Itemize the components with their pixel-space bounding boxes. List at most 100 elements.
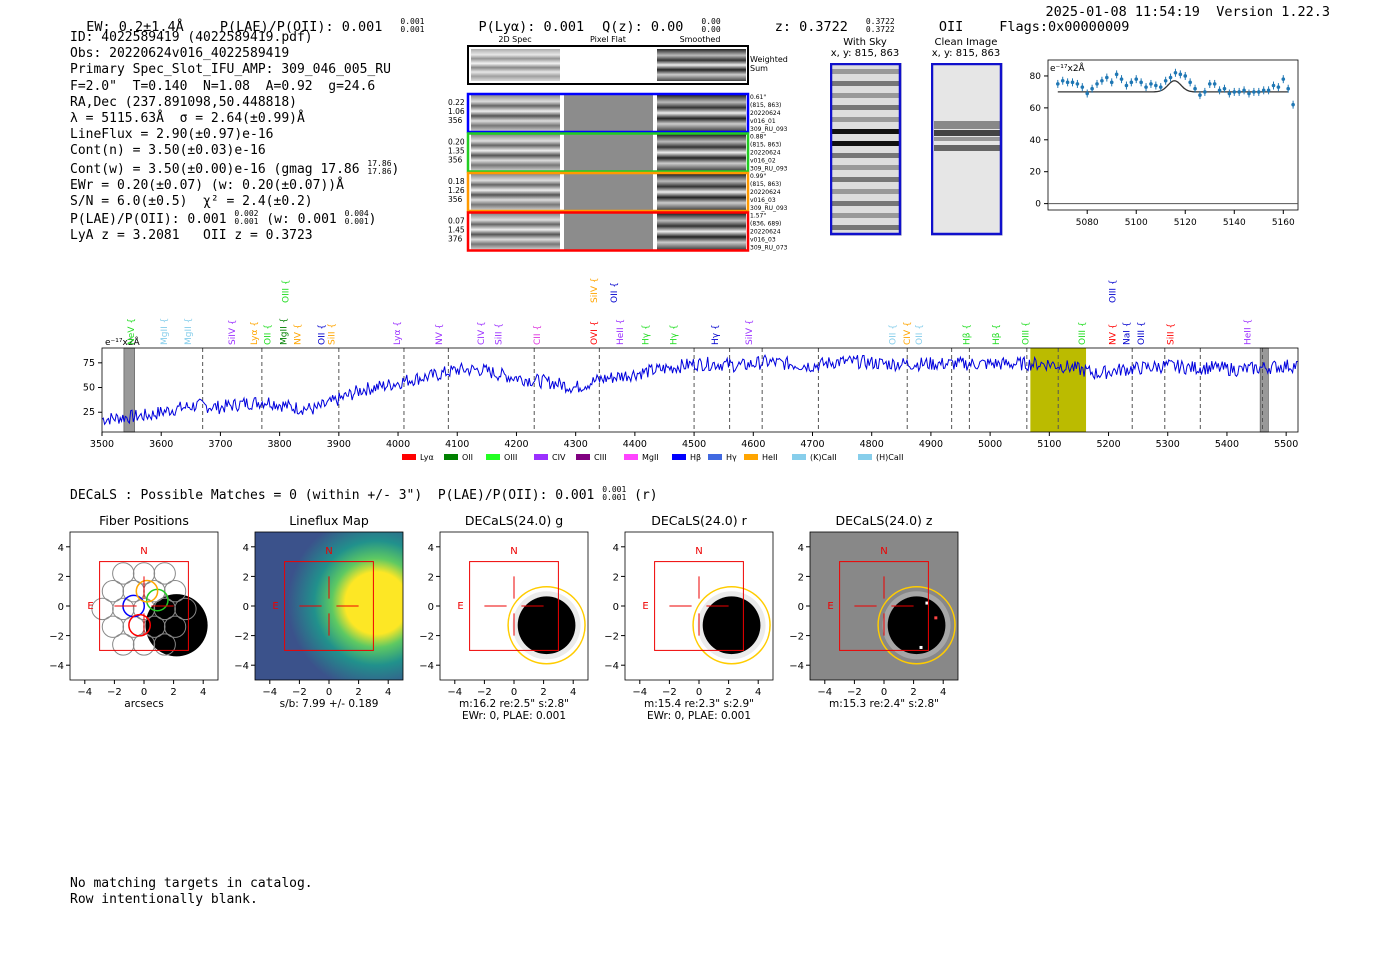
data-point xyxy=(1178,72,1183,77)
line-marker-label: Hγ { xyxy=(669,324,679,345)
full-plot-frame xyxy=(101,347,1299,433)
z-hi: 0.3722 xyxy=(865,17,895,26)
data-point xyxy=(1144,85,1148,89)
plae2-w-lo: 0.001 xyxy=(344,217,369,227)
line-marker-label: HeII { xyxy=(1244,319,1254,345)
zoom-plot-frame xyxy=(1047,59,1299,211)
decals-summary: DECaLS : Possible Matches = 0 (within +/… xyxy=(70,486,658,504)
x-tick-label: −2 xyxy=(847,687,862,698)
info-primary: Primary Spec_Slot_IFU_AMP: 309_046_005_R… xyxy=(70,62,391,78)
lineflux-image xyxy=(255,532,403,680)
data-point xyxy=(1286,86,1290,91)
line-marker-label: MgII { xyxy=(184,318,194,345)
y-tick-label: 2 xyxy=(243,572,249,583)
x-tick-label: −4 xyxy=(817,687,832,698)
fiber-circle xyxy=(112,562,135,585)
data-point xyxy=(1207,82,1212,86)
fiber-circle xyxy=(91,597,114,621)
y-tick-label: 40 xyxy=(1030,136,1042,146)
fiber-3 xyxy=(135,579,159,603)
source-blob xyxy=(887,596,946,655)
y-tick-label: −4 xyxy=(419,661,434,672)
cutout-left-label: 0.07 xyxy=(448,217,465,226)
x-tick-label: −2 xyxy=(662,687,677,698)
qz-value: Q(z): 0.00 xyxy=(602,19,684,35)
legend-label: (K)CaII xyxy=(810,453,837,462)
cutout-right-label: 309_RU_073 xyxy=(750,245,788,252)
line-marker-label: NV { xyxy=(435,324,445,345)
cutout-right-label: v016_02 xyxy=(750,158,776,165)
data-point xyxy=(1070,80,1075,85)
fiber-circle xyxy=(112,597,135,621)
panel-title: DECaLS(24.0) z xyxy=(836,513,933,528)
cutout-right-label: 0.99" xyxy=(750,173,766,180)
notes-line-2: Row intentionally blank. xyxy=(70,892,258,907)
data-point xyxy=(1271,83,1276,88)
data-point xyxy=(1173,70,1178,75)
plae-err-lo: 0.001 xyxy=(400,25,425,34)
y-tick-label: 0 xyxy=(58,602,64,613)
y-tick-label: −2 xyxy=(419,632,434,643)
cutout-frame xyxy=(466,171,750,213)
line-marker-label: Hγ { xyxy=(641,324,651,345)
z-value: z: 0.3722 xyxy=(774,19,848,35)
cutout-right-label: 20220624 xyxy=(750,229,781,236)
legend-swatch xyxy=(534,454,548,460)
east-label: E xyxy=(642,601,648,612)
legend-swatch xyxy=(708,454,722,460)
model-fit-line xyxy=(1057,80,1289,93)
aperture-ellipse xyxy=(692,586,771,665)
qz-hi: 0.00 xyxy=(701,17,721,26)
info-ewr: EWr = 0.20(±0.07) (w: 0.20(±0.07))Å xyxy=(70,177,344,193)
line-marker-label: CIV { xyxy=(477,321,487,345)
north-label: N xyxy=(140,546,147,557)
line-marker-label: Hγ { xyxy=(711,324,721,345)
y-tick-label: 25 xyxy=(83,407,95,418)
x-tick-label: 4800 xyxy=(860,439,884,450)
data-point xyxy=(1109,80,1114,85)
legend-swatch xyxy=(744,454,758,460)
cutout-right-label: (815, 863) xyxy=(750,102,781,109)
source-blob xyxy=(517,596,576,655)
x-tick-label: 4 xyxy=(940,687,946,698)
data-point xyxy=(1163,78,1168,83)
legend-label: Hγ xyxy=(726,453,737,462)
fiber-circle xyxy=(101,615,125,638)
cutout-smooth xyxy=(657,134,746,171)
col-flat-label: Pixel Flat xyxy=(590,35,626,44)
x-tick-label: −4 xyxy=(262,687,277,698)
search-box xyxy=(284,561,374,651)
contw-end: ) xyxy=(391,161,400,177)
x-tick-label: 3800 xyxy=(268,439,292,450)
data-point xyxy=(1183,74,1188,78)
data-point xyxy=(1256,90,1261,94)
data-point xyxy=(1198,93,1202,97)
data-point xyxy=(1212,82,1217,86)
header-line: EW: 0.2±1.4Å P(LAE)/P(OII): 0.001 0.001 0.0… xyxy=(70,2,1147,36)
x-tick-label: −2 xyxy=(477,687,492,698)
fiber-circle xyxy=(101,580,125,603)
legend-swatch xyxy=(624,454,638,460)
x-tick-label: −4 xyxy=(632,687,647,698)
x-tick-label: 4000 xyxy=(386,439,410,450)
fiber-circle xyxy=(163,615,187,638)
info-contw: Cont(w) = 3.50(±0.00)e-16 (gmag 17.86 17… xyxy=(70,159,400,178)
cutout-right-label: v016_03 xyxy=(750,237,776,244)
search-box xyxy=(839,561,929,651)
line-marker-label: NaI { xyxy=(1122,322,1132,346)
x-tick-label: 5120 xyxy=(1174,218,1197,228)
info-id: ID: 4022589419 (4022589419.pdf) xyxy=(70,30,313,45)
data-point xyxy=(1222,86,1227,91)
data-point xyxy=(1080,85,1085,89)
cutout-flat xyxy=(564,174,653,210)
cutout-2d xyxy=(471,134,560,171)
decals-summary-lo: 0.001 xyxy=(602,493,627,502)
y-tick-label: −4 xyxy=(234,661,249,672)
x-tick-label: 5200 xyxy=(1096,439,1120,450)
with-sky-image xyxy=(830,63,902,236)
info-radec: RA,Dec (237.891098,50.448818) xyxy=(70,94,297,110)
plae2-w: (w: 0.001 xyxy=(266,212,337,228)
y-tick-label: 0 xyxy=(613,602,619,613)
plae2-text: P(LAE)/P(OII): 0.001 xyxy=(70,212,227,228)
